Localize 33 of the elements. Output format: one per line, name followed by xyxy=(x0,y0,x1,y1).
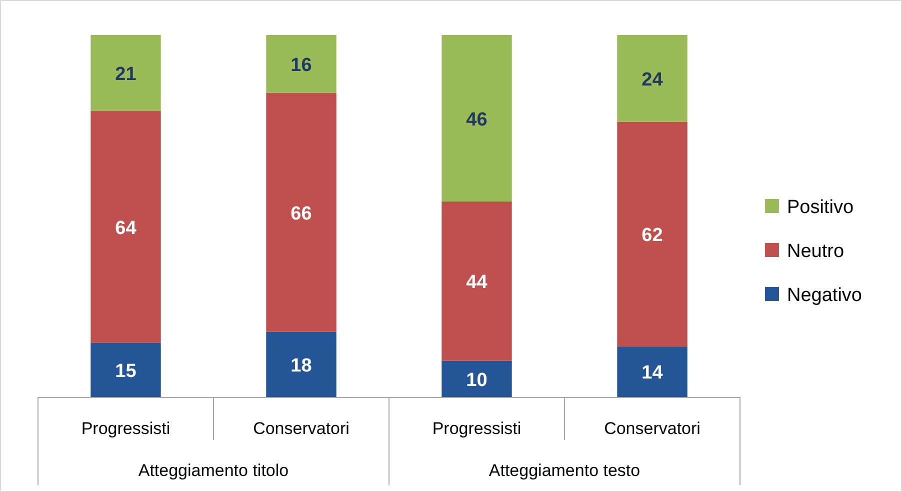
bar xyxy=(266,332,336,397)
text: Atteggiamento titolo xyxy=(138,461,289,480)
bar xyxy=(90,342,161,397)
bar xyxy=(617,122,688,346)
bar xyxy=(266,35,336,93)
bar xyxy=(442,35,512,202)
data-label: 64 xyxy=(115,218,137,239)
data-label: 15 xyxy=(115,360,137,382)
x-tick-label: Conservatori xyxy=(253,419,350,438)
data-label: 66 xyxy=(290,203,312,224)
data-label: 46 xyxy=(466,109,488,130)
data-label: 62 xyxy=(642,225,663,246)
data-label: 44 xyxy=(466,272,488,294)
text: Atteggiamento testo xyxy=(488,461,640,480)
data-label: 18 xyxy=(290,355,312,376)
bar xyxy=(617,346,688,397)
x-tick-label: Conservatori xyxy=(604,419,700,438)
data-label: 10 xyxy=(466,370,488,391)
bar xyxy=(266,92,336,332)
data-label: 24 xyxy=(642,69,664,90)
x-tick-label: Progressisti xyxy=(432,419,522,438)
legend-label: Neutro xyxy=(787,241,844,262)
bar xyxy=(617,35,688,122)
data-label: 14 xyxy=(642,362,664,384)
bar xyxy=(442,360,512,397)
x-tick-label: Progressisti xyxy=(81,419,170,438)
legend-label: Negativo xyxy=(787,285,862,306)
bar xyxy=(442,202,512,361)
data-label: 16 xyxy=(290,54,312,76)
bar xyxy=(90,35,161,112)
data-label: 21 xyxy=(115,64,137,86)
legend-label: Positivo xyxy=(787,197,854,218)
bar xyxy=(90,111,161,343)
